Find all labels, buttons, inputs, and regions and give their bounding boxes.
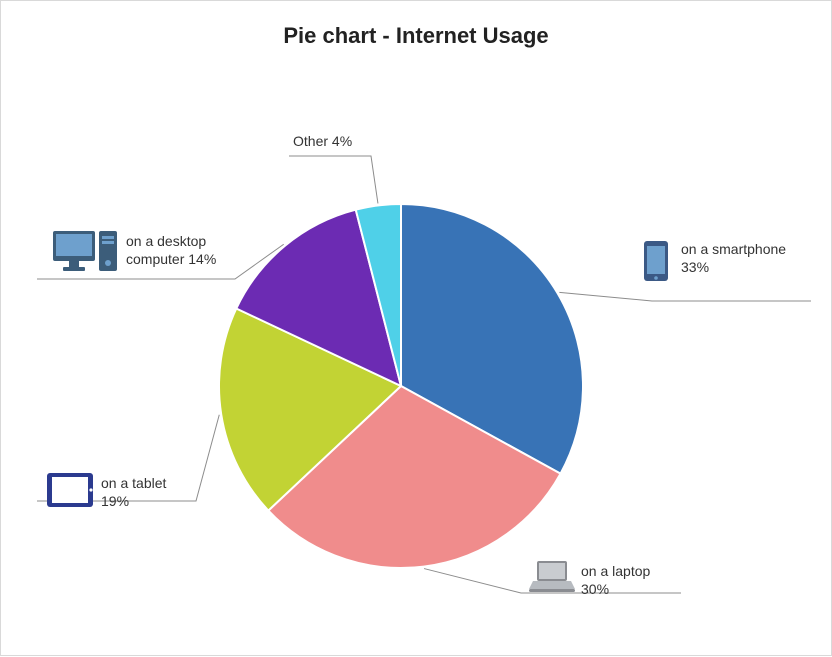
- label-desktop-text: on a desktop: [126, 233, 256, 251]
- label-laptop-pct: 30%: [581, 581, 711, 599]
- label-laptop-text: on a laptop: [581, 563, 711, 581]
- label-other: Other 4%: [293, 133, 383, 151]
- leader-other: [289, 156, 378, 203]
- label-smartphone: on a smartphone 33%: [681, 241, 811, 276]
- tablet-icon: [45, 471, 95, 514]
- chart-frame: Pie chart - Internet Usage on a smartpho…: [0, 0, 832, 656]
- label-smartphone-pct: 33%: [681, 259, 811, 277]
- pie-slices: [219, 204, 583, 568]
- label-other-text: Other 4%: [293, 133, 383, 151]
- leader-smartphone: [559, 292, 811, 301]
- label-smartphone-text: on a smartphone: [681, 241, 811, 259]
- label-tablet-text: on a tablet: [101, 475, 221, 493]
- label-desktop-pct: computer 14%: [126, 251, 256, 269]
- desktop-icon: [51, 227, 121, 282]
- laptop-icon: [529, 559, 575, 598]
- label-tablet: on a tablet 19%: [101, 475, 221, 510]
- smartphone-icon: [641, 239, 671, 288]
- label-tablet-pct: 19%: [101, 493, 221, 511]
- label-desktop: on a desktop computer 14%: [126, 233, 256, 268]
- label-laptop: on a laptop 30%: [581, 563, 711, 598]
- pie-chart-svg: [1, 1, 832, 657]
